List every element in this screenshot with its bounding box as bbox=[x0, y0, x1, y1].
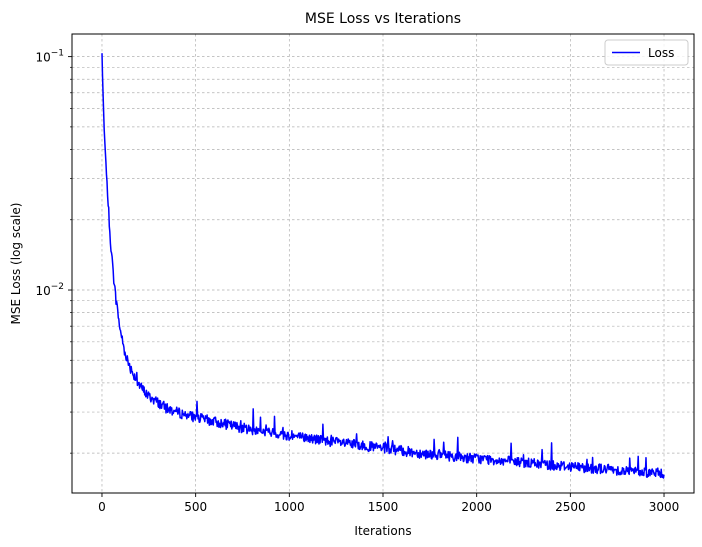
x-tick-label: 2500 bbox=[555, 500, 586, 514]
y-tick-label: 10−2 bbox=[35, 282, 64, 298]
x-tick-label: 0 bbox=[98, 500, 106, 514]
legend-box bbox=[604, 39, 689, 66]
y-tick-label: 10−1 bbox=[35, 49, 64, 65]
x-tick-label: 1000 bbox=[274, 500, 305, 514]
ticks: 0 500 1000 1500 2000 2500 3000 10−2 10−1 bbox=[35, 49, 679, 514]
series-layer bbox=[101, 53, 665, 479]
legend: Loss bbox=[604, 39, 689, 66]
grid bbox=[72, 34, 694, 493]
x-tick-label: 1500 bbox=[368, 500, 399, 514]
x-tick-label: 3000 bbox=[649, 500, 680, 514]
x-tick-label: 500 bbox=[184, 500, 207, 514]
chart-title: MSE Loss vs Iterations bbox=[305, 11, 461, 27]
x-tick-label: 2000 bbox=[461, 500, 492, 514]
legend-label-loss: Loss bbox=[648, 46, 674, 60]
y-axis-label: MSE Loss (log scale) bbox=[9, 203, 23, 325]
x-axis-label: Iterations bbox=[354, 524, 411, 538]
series-line-loss bbox=[101, 53, 665, 479]
